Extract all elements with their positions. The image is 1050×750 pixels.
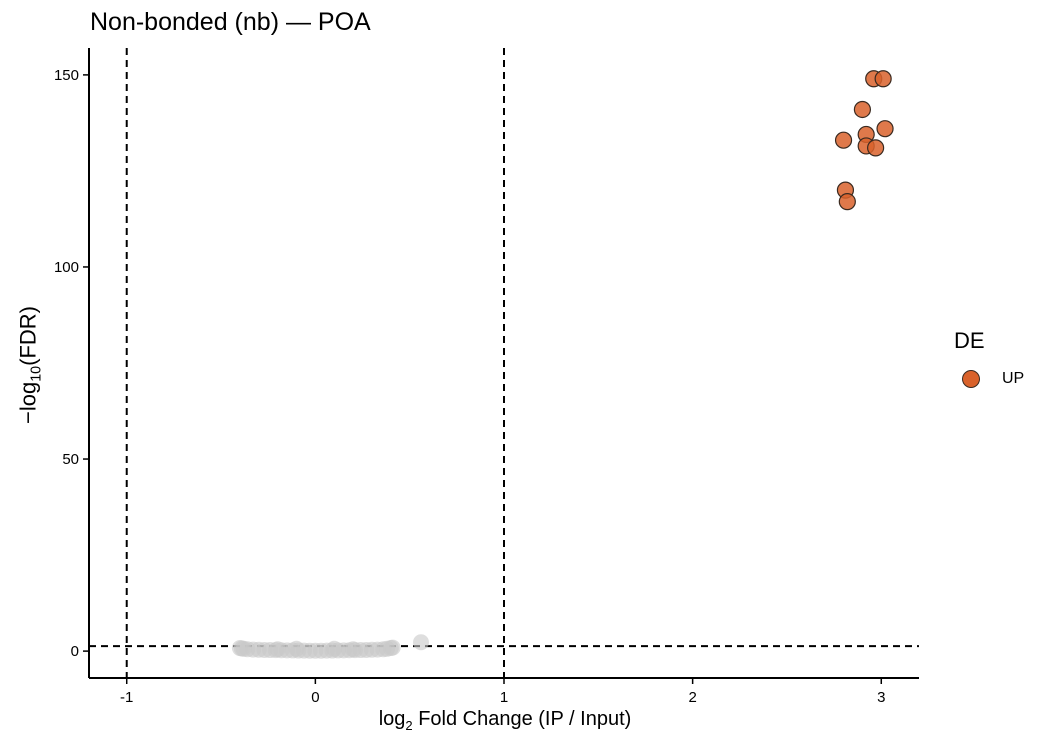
ns-point-33 [269,641,286,658]
axes: -1 0 1 2 3 0 50 100 150 [54,48,919,706]
y-tick-label-0: 0 [71,643,79,660]
ns-point-35 [288,640,305,657]
up-point-9 [838,193,856,211]
ns-point-34 [326,640,343,657]
x-tick-label-3: 2 [688,689,696,706]
y-tick-label-2: 100 [54,259,79,276]
y-tick-label-3: 150 [54,67,79,84]
ns-point-32 [345,641,362,658]
up-point-4 [876,120,894,138]
ns-point-0 [413,634,429,651]
data-points [231,70,894,659]
y-axis-label: −log10(FDR) [15,306,45,424]
x-tick-label-0: -1 [120,689,133,706]
up-point-2 [853,100,872,119]
legend-key-up [962,370,980,388]
x-axis-label: log2 Fold Change (IP / Input) [378,708,632,733]
up-point-5 [834,131,853,149]
legend-item-up: UP [962,370,1024,388]
up-point-7 [867,139,885,157]
legend-title: DE [954,328,985,353]
x-tick-label-4: 3 [877,689,885,706]
x-tick-label-2: 1 [500,689,508,706]
y-tick-label-1: 50 [62,451,79,468]
ns-point-31 [235,640,252,657]
threshold-lines [89,48,919,678]
ns-point-30 [379,640,396,657]
chart-title: Non-bonded (nb) — POA [90,8,371,36]
x-tick-label-1: 0 [311,689,319,706]
up-point-1 [874,70,892,88]
legend-label-up: UP [1002,370,1025,387]
